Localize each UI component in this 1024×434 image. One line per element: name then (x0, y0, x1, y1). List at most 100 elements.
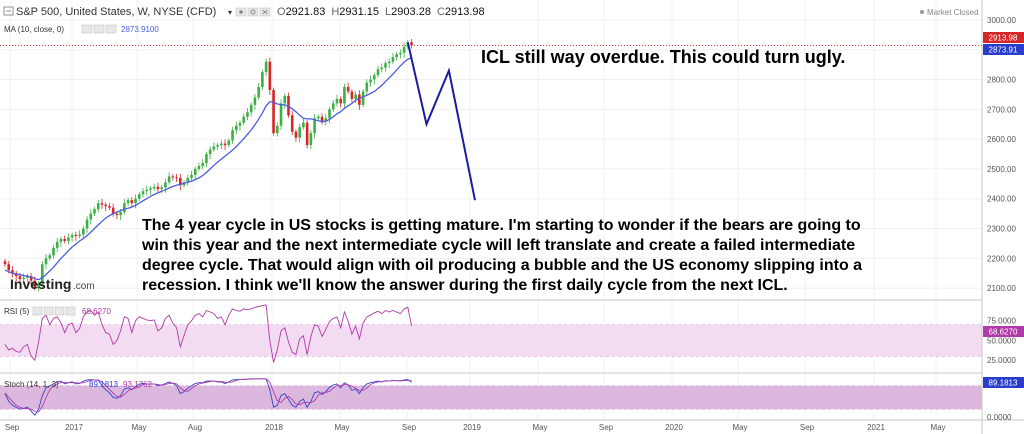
time-axis-label: 2021 (867, 423, 885, 432)
rsi-axis-label: 75.0000 (987, 317, 1016, 326)
rsi-band (0, 324, 982, 357)
time-axis-label: Sep (402, 423, 417, 432)
rsi-controls-icon[interactable] (32, 306, 76, 316)
price-axis-label: 2100.00 (987, 284, 1016, 293)
rsi-axis-label: 25.0000 (987, 356, 1016, 365)
time-axis-label: Sep (800, 423, 815, 432)
candle (313, 114, 316, 139)
candle (298, 123, 301, 143)
ma-controls-icon[interactable] (81, 24, 117, 34)
candle (395, 51, 398, 61)
cycle-note-line: win this year and the next intermediate … (141, 237, 855, 254)
ma-badge: 2873.91 (983, 44, 1024, 55)
time-axis-label: May (131, 423, 146, 432)
candle (346, 82, 350, 94)
symbol-dropdown-icon[interactable]: ▾ (228, 8, 232, 17)
candle (179, 173, 182, 191)
ma-badge-text: 2873.91 (989, 46, 1018, 55)
candle (275, 122, 279, 137)
candle (376, 65, 380, 78)
symbol-title[interactable]: S&P 500, United States, W, NYSE (CFD) (16, 6, 216, 18)
candle (231, 126, 234, 144)
candle (350, 89, 354, 103)
candle (257, 82, 260, 100)
collapse-icon[interactable] (3, 6, 14, 16)
candle (186, 174, 190, 186)
candle (305, 120, 309, 149)
candle (137, 191, 141, 202)
candle (100, 199, 104, 209)
candle (302, 118, 305, 130)
candle (201, 158, 204, 170)
candle (3, 258, 7, 267)
candle (253, 94, 257, 110)
candle (55, 237, 59, 253)
logo-brand: Investing (10, 276, 71, 292)
rsi-legend: RSI (5) 68.6270 (4, 306, 111, 316)
candle (391, 53, 395, 65)
settings-icon[interactable] (247, 7, 259, 17)
candle (320, 113, 324, 125)
candle (48, 252, 52, 261)
candle (410, 39, 413, 49)
candle (242, 113, 246, 126)
rsi-line (4, 304, 413, 363)
candle (82, 226, 85, 238)
candle (175, 173, 178, 183)
stoch-badge: 89.1813 (983, 377, 1024, 388)
cycle-note-line: The 4 year cycle in US stocks is getting… (142, 217, 861, 234)
candle (402, 42, 406, 58)
candle (152, 183, 156, 191)
candle (365, 79, 369, 95)
stoch-badge-text: 89.1813 (989, 379, 1018, 388)
rsi-badge-text: 68.6270 (989, 328, 1018, 337)
eye-icon[interactable] (235, 7, 247, 17)
candle (104, 202, 108, 212)
time-axis-label: May (930, 423, 945, 432)
candle (212, 142, 216, 152)
price-axis-label: 2700.00 (987, 105, 1016, 114)
close-series-icon[interactable] (259, 7, 271, 17)
market-status-dot-icon (920, 10, 924, 14)
stoch-k-value: 89.1813 (89, 380, 118, 389)
close-badge: 2913.98 (983, 32, 1024, 43)
candle (294, 129, 298, 142)
candle (96, 199, 100, 213)
ma-value: 2873.9100 (121, 25, 159, 34)
candle (328, 106, 331, 124)
candle (264, 58, 268, 77)
candle (205, 151, 208, 168)
candle (197, 162, 201, 172)
candle (380, 63, 384, 73)
stoch-label[interactable]: Stoch (14, 1, 3) (4, 380, 59, 389)
price-axis-label: 3000.00 (987, 16, 1016, 25)
candle (52, 244, 55, 259)
rsi-axis-ticks: 75.0000 50.0000 25.0000 (987, 317, 1016, 365)
candle (74, 231, 78, 242)
candle (93, 206, 96, 216)
candle (190, 170, 193, 183)
stoch-band (0, 385, 982, 410)
candle (111, 203, 115, 217)
candle (290, 111, 294, 135)
candle (216, 142, 219, 150)
candle (361, 89, 365, 108)
stoch-k-line (4, 378, 412, 416)
ma-label[interactable]: MA (10, close, 0) (4, 25, 64, 34)
rsi-badge: 68.6270 (983, 326, 1024, 337)
candle (193, 166, 197, 180)
time-axis-ticks: Sep 2017 May Aug 2018 May Sep 2019 May Sep 2020 May… (5, 423, 946, 432)
time-axis-label: May (532, 423, 547, 432)
rsi-label[interactable]: RSI (5) (4, 307, 30, 316)
stoch-legend: Stoch (14, 1, 3) 89.1813 93.1762 (4, 380, 152, 389)
candle (149, 185, 152, 195)
candle (372, 72, 376, 85)
logo-suffix: .com (73, 281, 95, 292)
candle (220, 140, 223, 150)
stoch-d-value: 93.1762 (123, 380, 152, 389)
price-axis-label: 2300.00 (987, 225, 1016, 234)
candle (324, 114, 328, 126)
candlestick-series (3, 39, 413, 292)
cycle-note-line: recession. I think we'll know the answer… (142, 277, 788, 294)
